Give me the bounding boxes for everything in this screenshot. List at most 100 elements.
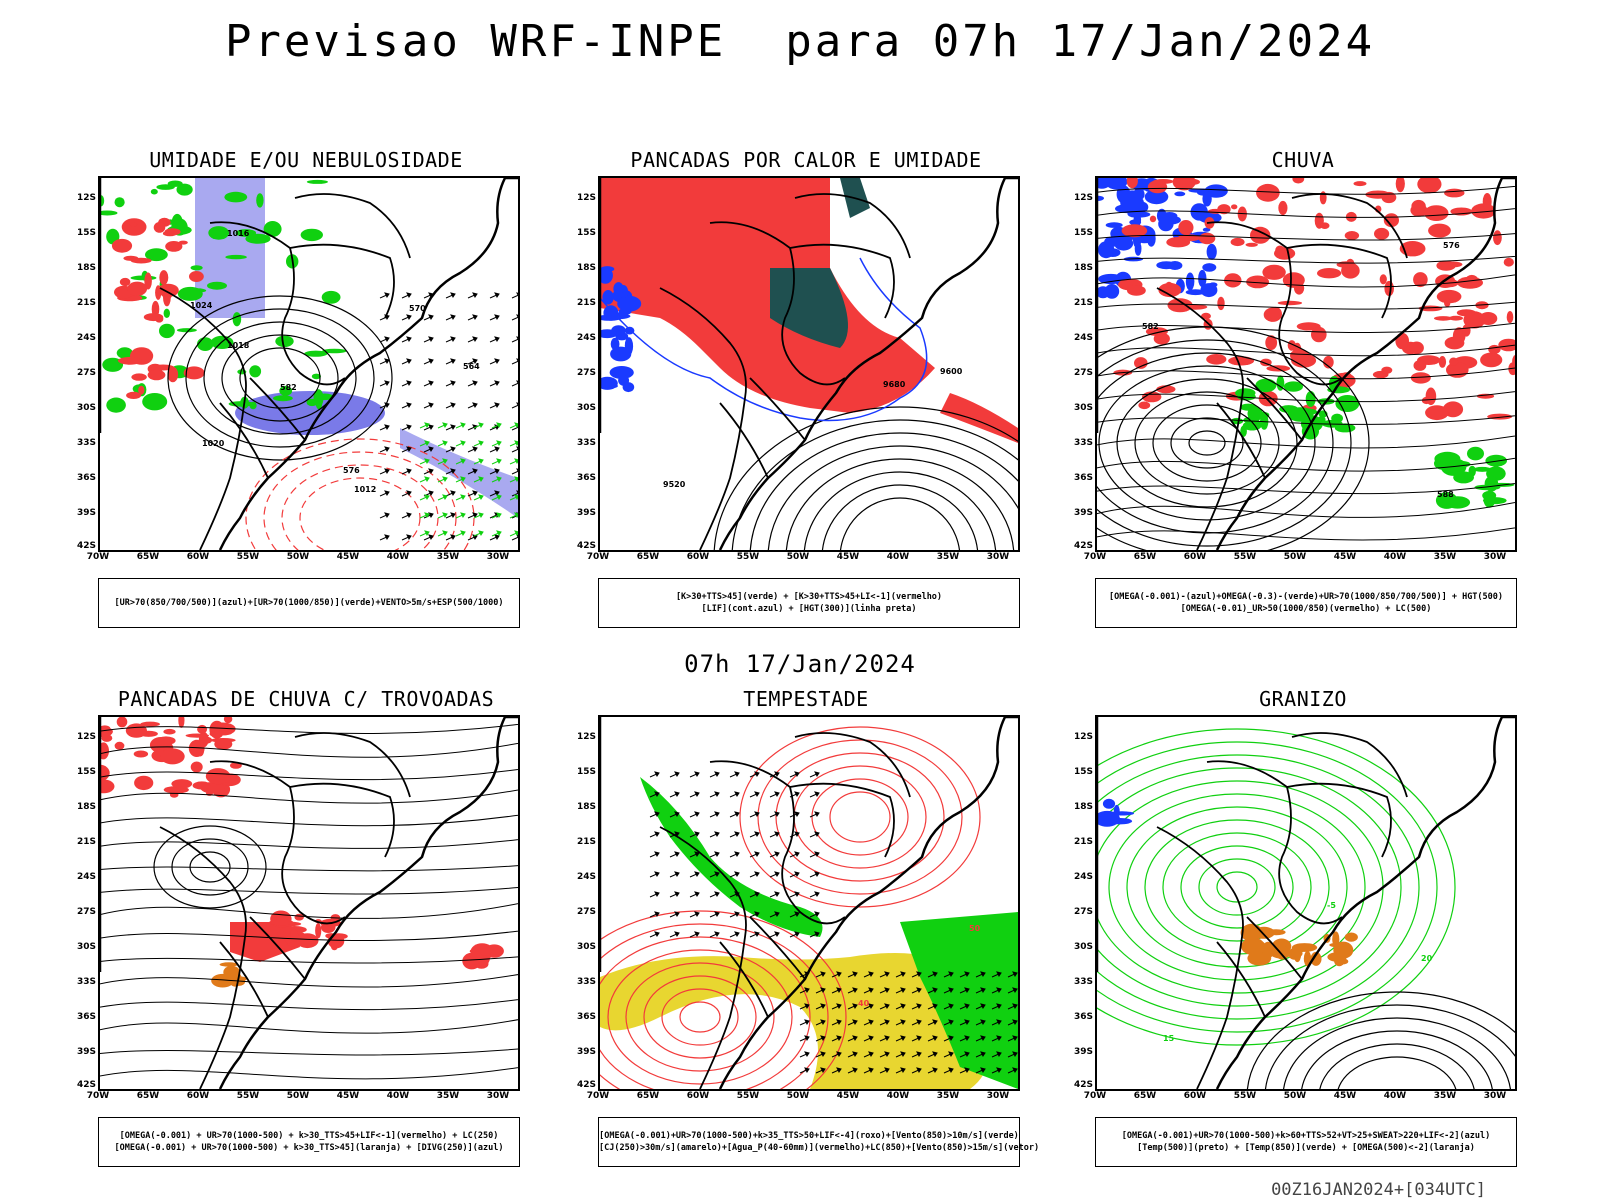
contour-label: 40	[858, 999, 870, 1008]
lon-label: 35W	[1433, 1091, 1457, 1101]
coastline	[1097, 717, 1515, 1089]
lat-label: 27S	[576, 368, 596, 378]
lon-label: 45W	[836, 552, 860, 562]
lon-label: 55W	[736, 1091, 760, 1101]
lon-label: 65W	[1133, 552, 1157, 562]
lon-label: 55W	[736, 552, 760, 562]
state-border	[159, 287, 247, 550]
lat-label: 21S	[76, 298, 96, 308]
lat-label: 30S	[576, 942, 596, 952]
state-border	[294, 732, 411, 798]
panel-pancadas-calor: PANCADAS POR CALOR E UMIDADE 9680 9600 9520…	[566, 148, 1046, 648]
lon-label: 55W	[236, 1091, 260, 1101]
state-border	[1156, 287, 1244, 550]
lat-label: 39S	[576, 508, 596, 518]
lat-label: 21S	[1073, 298, 1093, 308]
state-border	[719, 941, 769, 1018]
state-border	[1286, 243, 1392, 319]
contour-label: 1020	[202, 439, 225, 448]
lat-label: 15S	[76, 767, 96, 777]
isobars	[167, 295, 393, 461]
mid-title: 07h 17/Jan/2024	[684, 650, 916, 678]
lat-label: 24S	[576, 333, 596, 343]
legend-line: [K>30+TTS>45](verde) + [K>30+TTS>45+LI<-…	[675, 592, 943, 602]
lat-label: 18S	[1073, 263, 1093, 273]
state-border	[249, 377, 306, 441]
lon-label: 40W	[886, 552, 910, 562]
state-border	[709, 221, 846, 386]
lc250-streamlines	[100, 723, 518, 1080]
lon-label: 35W	[1433, 552, 1457, 562]
lon-label: 50W	[786, 552, 810, 562]
panel-pancadas-trovoadas: PANCADAS DE CHUVA C/ TROVOADAS 12S 15S 18S 2…	[66, 687, 546, 1187]
green-humidity	[100, 179, 347, 413]
lon-label: 65W	[636, 552, 660, 562]
lat-label: 42S	[1073, 541, 1093, 551]
map-frame	[98, 715, 520, 1091]
panel-title: UMIDADE E/OU NEBULOSIDADE	[149, 148, 463, 172]
lon-label: 65W	[136, 1091, 160, 1101]
state-border	[159, 826, 247, 1089]
lat-label: 15S	[576, 228, 596, 238]
green-rain	[1230, 375, 1360, 440]
legend-line: [OMEGA(-0.001)+UR>70(1000-500)+k>35_TTS>…	[599, 1131, 1019, 1141]
contour-label: 9680	[883, 380, 906, 389]
lat-label: 33S	[576, 977, 596, 987]
legend-box: [OMEGA(-0.001)-(azul)+OMEGA(-0.3)-(verde…	[1095, 578, 1517, 628]
legend-line: [Temp(500)](preto) + [Temp(850)](verde) …	[1137, 1143, 1475, 1153]
map-pancadas-calor: 9680 9600 9520	[600, 178, 1018, 550]
lat-label: 39S	[76, 508, 96, 518]
lat-label: 30S	[76, 942, 96, 952]
lat-label: 33S	[76, 438, 96, 448]
lat-label: 36S	[76, 1012, 96, 1022]
state-border	[794, 732, 911, 798]
lon-label: 50W	[286, 552, 310, 562]
legend-line: [OMEGA(-0.01)_UR>50(1000/850)(vermelho) …	[1180, 604, 1432, 614]
run-footer: 00Z16JAN2024+[034UTC]	[1271, 1180, 1486, 1200]
map-frame: 15 20 -5	[1095, 715, 1517, 1091]
green-wind-vectors	[419, 422, 518, 537]
lat-label: 27S	[1073, 907, 1093, 917]
wind-vectors	[379, 292, 518, 541]
lon-label: 40W	[886, 1091, 910, 1101]
lat-label: 18S	[76, 802, 96, 812]
map-frame: 50 40	[598, 715, 1020, 1091]
map-chuva: 588 582 576	[1097, 178, 1515, 550]
panel-title: PANCADAS DE CHUVA C/ TROVOADAS	[117, 687, 495, 711]
state-border	[219, 402, 269, 479]
legend-line: [LIF](cont.azul) + [HGT(300)](linha pret…	[701, 604, 917, 614]
lat-label: 12S	[76, 732, 96, 742]
lat-label: 12S	[1073, 732, 1093, 742]
legend-line: [OMEGA(-0.001) + UR>70(1000-500) + k>30_…	[119, 1131, 499, 1141]
agua-precipitavel-contours	[739, 726, 981, 908]
state-border	[1156, 826, 1244, 1089]
lon-label: 55W	[1233, 1091, 1257, 1101]
lat-label: 21S	[576, 837, 596, 847]
lat-label: 18S	[576, 263, 596, 273]
lon-label: 70W	[1083, 1091, 1107, 1101]
lat-label: 42S	[76, 541, 96, 551]
lon-label: 60W	[1183, 552, 1207, 562]
lat-label: 12S	[576, 193, 596, 203]
lat-label: 36S	[576, 473, 596, 483]
lon-label: 35W	[936, 1091, 960, 1101]
panel-title: GRANIZO	[1259, 687, 1347, 711]
lat-label: 30S	[1073, 403, 1093, 413]
lat-label: 27S	[1073, 368, 1093, 378]
lon-label: 30W	[1483, 552, 1507, 562]
blue-lif	[600, 266, 642, 393]
panel-title: TEMPESTADE	[743, 687, 869, 711]
lc850-contours	[600, 910, 847, 1089]
lat-label: 30S	[76, 403, 96, 413]
green-rain-east	[1434, 446, 1515, 509]
contour-label: 1024	[190, 301, 213, 310]
lat-label: 12S	[76, 193, 96, 203]
lon-label: 60W	[686, 552, 710, 562]
lon-label: 60W	[686, 1091, 710, 1101]
contour-label: 588	[1437, 490, 1454, 499]
streamlines	[1097, 185, 1515, 541]
orange-omega500	[1240, 923, 1358, 967]
legend-box: [OMEGA(-0.001) + UR>70(1000-500) + k>30_…	[98, 1117, 520, 1167]
coastline	[600, 178, 1018, 550]
legend-line: [CJ(250)>30m/s](amarelo)+[Agua_P(40-60mm…	[599, 1143, 1040, 1153]
